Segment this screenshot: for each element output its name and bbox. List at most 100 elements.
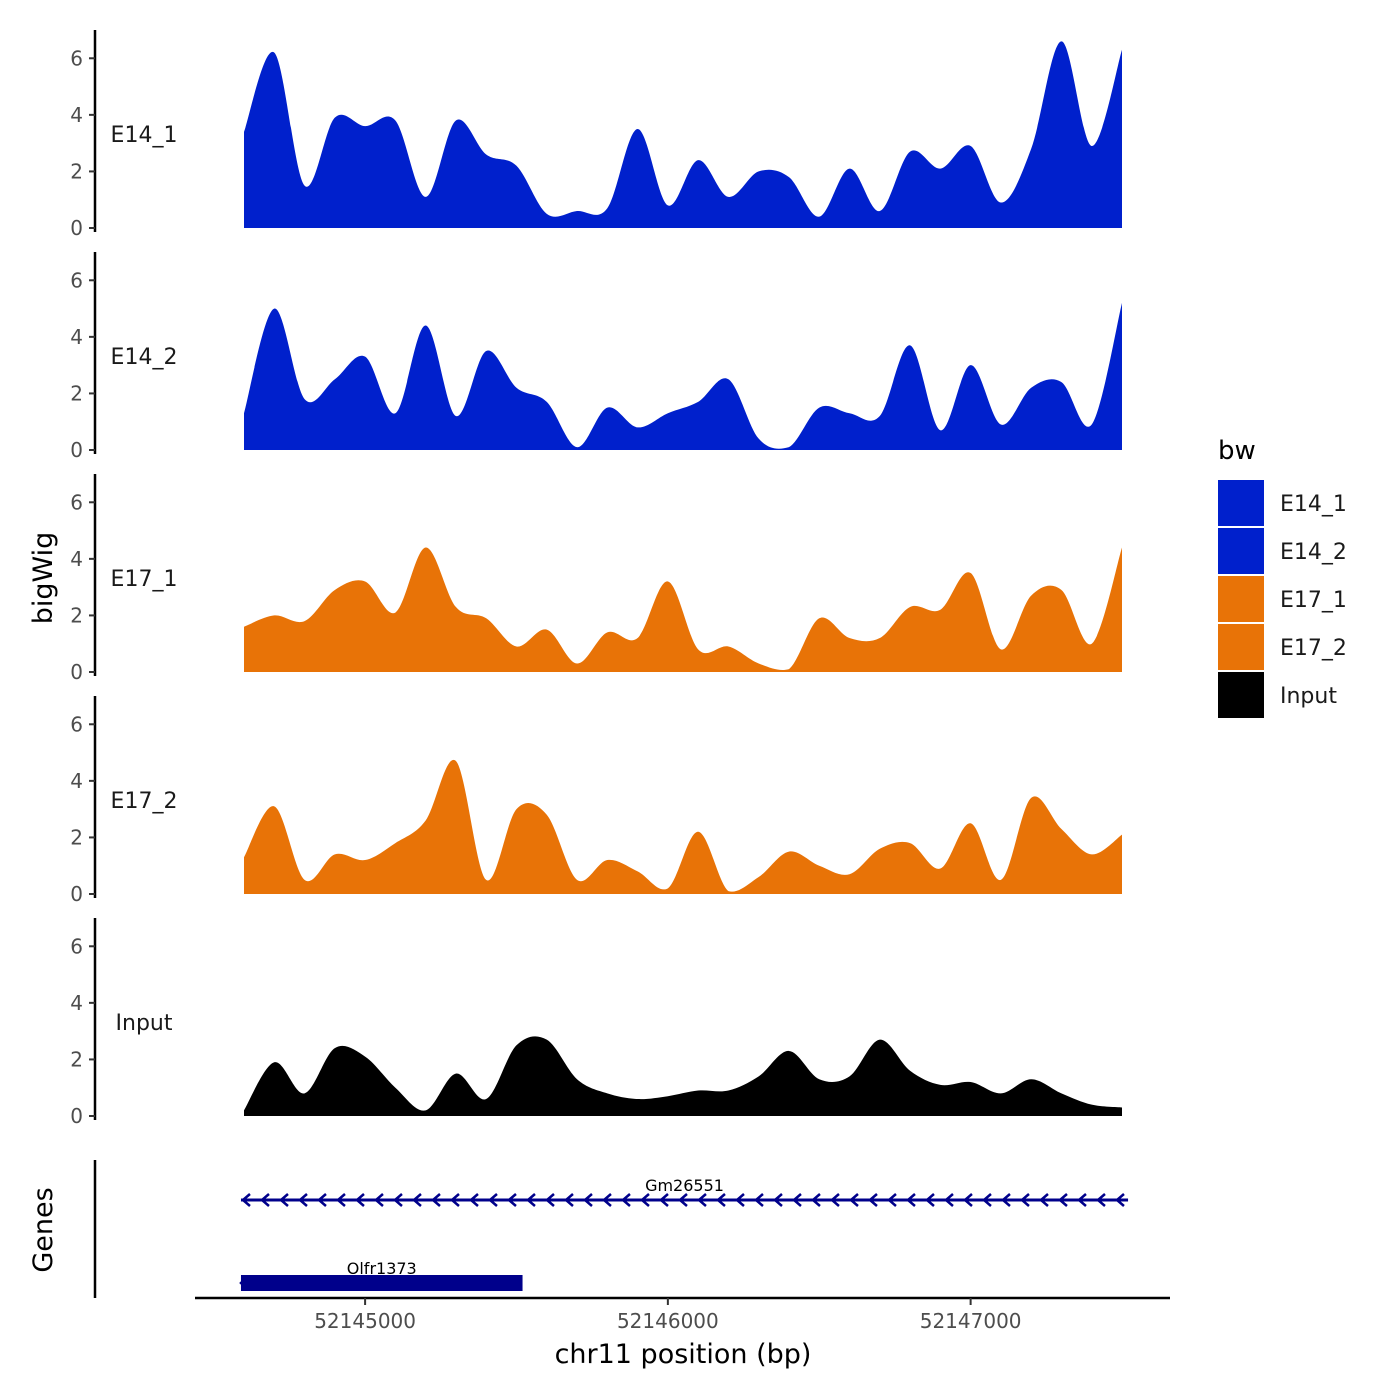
strand-arrow bbox=[260, 1193, 270, 1207]
strand-arrow bbox=[640, 1193, 650, 1207]
x-axis: 52145000 52146000 52147000 bbox=[195, 1296, 1170, 1333]
y-tick-label: 2 bbox=[70, 1047, 83, 1071]
strand-arrow bbox=[488, 1193, 498, 1207]
strand-arrow bbox=[1058, 1193, 1068, 1207]
legend-item-e17_1: E17_1 bbox=[1218, 576, 1347, 622]
y-tick-label: 2 bbox=[70, 603, 83, 627]
strand-arrow bbox=[412, 1193, 422, 1207]
x-tick-label: 52147000 bbox=[920, 1309, 1022, 1333]
legend-item-input: Input bbox=[1218, 672, 1337, 718]
legend-item-e14_1: E14_1 bbox=[1218, 480, 1347, 526]
legend-item-e17_2: E17_2 bbox=[1218, 624, 1347, 670]
track-e14_1: 0 2 4 6 E14_1 bbox=[70, 30, 1122, 240]
legend-swatch bbox=[1218, 480, 1264, 526]
y-axis-title: bigWig bbox=[28, 532, 59, 625]
gene-olfr1373: Olfr1373 bbox=[239, 1259, 523, 1291]
x-tick-label: 52146000 bbox=[617, 1309, 719, 1333]
y-tick-label: 4 bbox=[70, 547, 83, 571]
y-tick-label: 0 bbox=[70, 882, 83, 906]
strand-arrow bbox=[336, 1193, 346, 1207]
strand-arrow bbox=[450, 1193, 460, 1207]
strand-arrow bbox=[241, 1193, 251, 1207]
y-tick-label: 6 bbox=[70, 490, 83, 514]
track-input: 0 2 4 6 Input bbox=[70, 918, 1122, 1128]
tracks: 0 2 4 6 E14_1 0 2 4 6 E14_2 0 2 4 6 E17_1 0 2 4 6 E17_2 0 2 4 6… bbox=[70, 30, 1122, 1128]
strand-arrow bbox=[716, 1193, 726, 1207]
strand-arrow bbox=[982, 1193, 992, 1207]
track-label: E17_1 bbox=[111, 567, 178, 592]
strand-arrow bbox=[868, 1193, 878, 1207]
gene-label: Olfr1373 bbox=[347, 1259, 417, 1278]
strand-arrow bbox=[678, 1193, 688, 1207]
y-tick-label: 4 bbox=[70, 769, 83, 793]
strand-arrow bbox=[849, 1193, 859, 1207]
legend-label: E17_2 bbox=[1280, 636, 1347, 661]
strand-arrow bbox=[830, 1193, 840, 1207]
strand-arrow bbox=[526, 1193, 536, 1207]
strand-arrow bbox=[1039, 1193, 1049, 1207]
strand-arrow bbox=[697, 1193, 707, 1207]
strand-arrow bbox=[564, 1193, 574, 1207]
gene-body-block bbox=[240, 1275, 523, 1291]
strand-arrow bbox=[925, 1193, 935, 1207]
strand-arrow bbox=[621, 1193, 631, 1207]
strand-arrow bbox=[906, 1193, 916, 1207]
y-tick-label: 2 bbox=[70, 825, 83, 849]
legend-swatch bbox=[1218, 672, 1264, 718]
strand-arrow bbox=[583, 1193, 593, 1207]
strand-arrow bbox=[545, 1193, 555, 1207]
y-tick-label: 2 bbox=[70, 381, 83, 405]
track-label: Input bbox=[116, 1011, 173, 1036]
strand-arrow bbox=[754, 1193, 764, 1207]
strand-arrow bbox=[1020, 1193, 1030, 1207]
strand-arrow bbox=[1096, 1193, 1106, 1207]
strand-arrow bbox=[659, 1193, 669, 1207]
series-area-input bbox=[244, 1036, 1122, 1116]
y-tick-label: 4 bbox=[70, 991, 83, 1015]
legend-label: E17_1 bbox=[1280, 588, 1347, 613]
strand-arrow bbox=[1077, 1193, 1087, 1207]
strand-arrow bbox=[469, 1193, 479, 1207]
strand-arrow bbox=[239, 1276, 248, 1290]
x-tick-label: 52145000 bbox=[314, 1309, 416, 1333]
strand-arrow bbox=[735, 1193, 745, 1207]
genes-axis-title: Genes bbox=[28, 1187, 59, 1272]
series-area-e17_1 bbox=[244, 547, 1122, 672]
strand-arrow bbox=[507, 1193, 517, 1207]
gene-label: Gm26551 bbox=[645, 1176, 724, 1195]
strand-arrow bbox=[298, 1193, 308, 1207]
strand-arrow bbox=[317, 1193, 327, 1207]
y-tick-label: 6 bbox=[70, 46, 83, 70]
series-area-e14_1 bbox=[244, 41, 1122, 228]
strand-arrow bbox=[431, 1193, 441, 1207]
strand-arrow bbox=[944, 1193, 954, 1207]
strand-arrow bbox=[1001, 1193, 1011, 1207]
strand-arrow bbox=[811, 1193, 821, 1207]
legend: E14_1 E14_2 E17_1 E17_2 Input bbox=[1218, 480, 1347, 718]
y-tick-label: 6 bbox=[70, 934, 83, 958]
gene-gm26551: Gm26551 bbox=[240, 1176, 1129, 1207]
track-label: E14_2 bbox=[111, 345, 178, 370]
strand-arrow bbox=[887, 1193, 897, 1207]
strand-arrow bbox=[602, 1193, 612, 1207]
strand-arrow bbox=[792, 1193, 802, 1207]
series-area-e17_2 bbox=[244, 759, 1122, 894]
y-tick-label: 6 bbox=[70, 268, 83, 292]
strand-arrow bbox=[963, 1193, 973, 1207]
y-tick-label: 2 bbox=[70, 159, 83, 183]
y-tick-label: 4 bbox=[70, 325, 83, 349]
y-tick-label: 6 bbox=[70, 712, 83, 736]
strand-arrow bbox=[374, 1193, 384, 1207]
strand-arrow bbox=[393, 1193, 403, 1207]
y-tick-label: 0 bbox=[70, 216, 83, 240]
legend-swatch bbox=[1218, 528, 1264, 574]
strand-arrow bbox=[279, 1193, 289, 1207]
track-e17_1: 0 2 4 6 E17_1 bbox=[70, 474, 1122, 684]
legend-item-e14_2: E14_2 bbox=[1218, 528, 1347, 574]
legend-label: E14_2 bbox=[1280, 540, 1347, 565]
y-tick-label: 0 bbox=[70, 1104, 83, 1128]
strand-arrow bbox=[355, 1193, 365, 1207]
y-tick-label: 4 bbox=[70, 103, 83, 127]
legend-title: bw bbox=[1218, 436, 1256, 466]
